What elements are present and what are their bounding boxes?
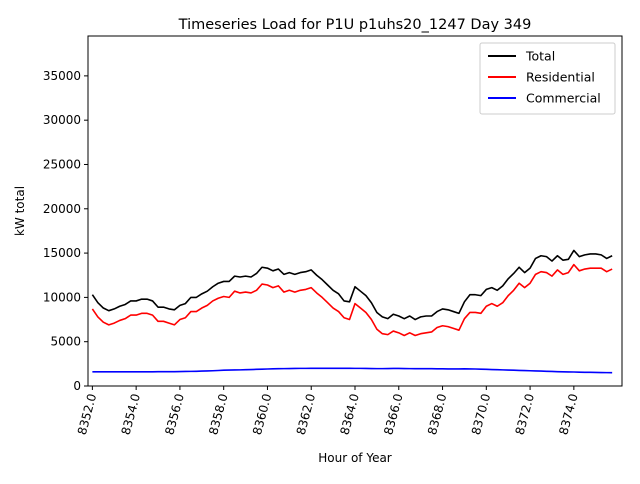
x-tick-label: 8368.0 [425,392,449,436]
x-tick-label: 8358.0 [206,392,230,436]
x-tick-label: 8362.0 [294,392,318,436]
x-axis: 8352.0 8354.0 8356.0 8358.0 8360.0 8362.0 8364… [75,386,581,436]
legend-label-commercial: Commercial [526,91,601,106]
y-axis: 0 5000 10000 15000 20000 25000 30000 35000 [43,69,88,393]
y-tick-label: 20000 [43,202,81,216]
series-line-commercial [92,367,613,374]
x-tick-label: 8356.0 [162,392,186,436]
x-tick-label: 8366.0 [381,392,405,436]
y-tick-label: 15000 [43,246,81,260]
y-tick-label: 30000 [43,113,81,127]
y-tick-label: 10000 [43,290,81,304]
chart-title: Timeseries Load for P1U p1uhs20_1247 Day… [178,17,532,33]
y-axis-label: kW total [13,186,27,236]
legend-box [479,42,616,115]
x-tick-label: 8374.0 [556,392,580,436]
y-tick-label: 25000 [43,157,81,171]
series-line-residential [91,263,613,337]
x-tick-label: 8372.0 [513,392,537,436]
x-tick-label: 8360.0 [250,392,274,436]
legend-label-total: Total [525,49,555,64]
x-tick-label: 8370.0 [469,392,493,436]
x-tick-label: 8352.0 [75,392,99,436]
y-tick-label: 35000 [43,69,81,83]
legend-label-residential: Residential [526,70,595,85]
x-tick-label: 8354.0 [119,392,143,436]
x-axis-label: Hour of Year [318,451,392,465]
series-layer [91,249,613,374]
x-tick-label: 8364.0 [338,392,362,436]
y-tick-label: 5000 [50,335,81,349]
y-tick-label: 0 [73,379,81,393]
legend: Total Residential Commercial [479,42,616,115]
series-line-total [91,249,613,321]
